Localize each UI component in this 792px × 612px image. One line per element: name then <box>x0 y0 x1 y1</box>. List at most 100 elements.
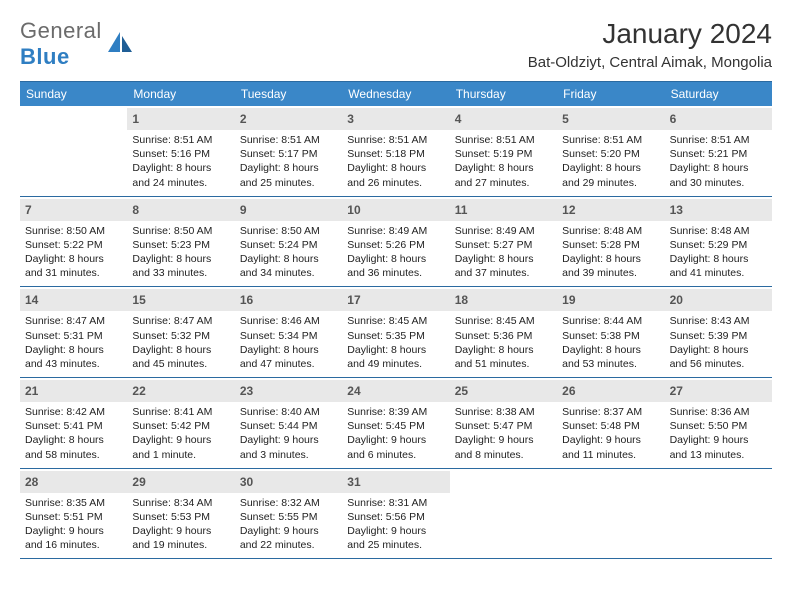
day-sunset: Sunset: 5:36 PM <box>455 329 552 343</box>
day-d2: and 43 minutes. <box>25 357 122 371</box>
week-row: 28Sunrise: 8:35 AMSunset: 5:51 PMDayligh… <box>20 469 772 560</box>
day-number: 11 <box>455 203 468 217</box>
weekday-header: Sunday <box>20 82 127 106</box>
day-cell: 7Sunrise: 8:50 AMSunset: 5:22 PMDaylight… <box>20 197 127 287</box>
day-sunset: Sunset: 5:35 PM <box>347 329 444 343</box>
day-number: 21 <box>25 384 38 398</box>
day-number-bar: 19 <box>557 289 664 311</box>
weekday-header: Tuesday <box>235 82 342 106</box>
day-d1: Daylight: 9 hours <box>240 433 337 447</box>
day-sunset: Sunset: 5:28 PM <box>562 238 659 252</box>
day-sunset: Sunset: 5:41 PM <box>25 419 122 433</box>
day-number: 9 <box>240 203 247 217</box>
day-cell: 18 Sunrise: 8:45 AMSunset: 5:36 PMDayligh… <box>450 287 557 377</box>
day-sunrise: Sunrise: 8:37 AM <box>562 405 659 419</box>
day-sunrise: Sunrise: 8:44 AM <box>562 314 659 328</box>
day-d2: and 37 minutes. <box>455 266 552 280</box>
day-d2: and 16 minutes. <box>25 538 122 552</box>
day-number-bar: 7 <box>20 199 127 221</box>
day-sunrise: Sunrise: 8:31 AM <box>347 496 444 510</box>
day-number-bar: 18 <box>450 289 557 311</box>
day-number-bar: 30 <box>235 471 342 493</box>
day-d1: Daylight: 8 hours <box>670 343 767 357</box>
day-d2: and 36 minutes. <box>347 266 444 280</box>
day-number-bar: 27 <box>665 380 772 402</box>
day-sunrise: Sunrise: 8:48 AM <box>670 224 767 238</box>
day-number: 30 <box>240 475 253 489</box>
day-number: 8 <box>132 203 139 217</box>
day-number-bar: 6 <box>665 108 772 130</box>
day-sunrise: Sunrise: 8:51 AM <box>132 133 229 147</box>
day-d1: Daylight: 8 hours <box>132 343 229 357</box>
day-number-bar: 20 <box>665 289 772 311</box>
day-d2: and 19 minutes. <box>132 538 229 552</box>
day-number: 19 <box>562 293 575 307</box>
day-sunrise: Sunrise: 8:48 AM <box>562 224 659 238</box>
weekday-header: Monday <box>127 82 234 106</box>
logo-sail-icon <box>106 30 134 58</box>
day-cell: 4Sunrise: 8:51 AMSunset: 5:19 PMDaylight… <box>450 106 557 196</box>
day-cell: 21Sunrise: 8:42 AMSunset: 5:41 PMDayligh… <box>20 378 127 468</box>
day-number-bar: 17 <box>342 289 449 311</box>
day-cell: 30Sunrise: 8:32 AMSunset: 5:55 PMDayligh… <box>235 469 342 559</box>
day-cell: 13Sunrise: 8:48 AMSunset: 5:29 PMDayligh… <box>665 197 772 287</box>
day-sunrise: Sunrise: 8:34 AM <box>132 496 229 510</box>
day-sunrise: Sunrise: 8:49 AM <box>455 224 552 238</box>
day-sunset: Sunset: 5:20 PM <box>562 147 659 161</box>
day-cell: 23 Sunrise: 8:40 AMSunset: 5:44 PMDayligh… <box>235 378 342 468</box>
day-number-bar: 10 <box>342 199 449 221</box>
day-d1: Daylight: 8 hours <box>240 252 337 266</box>
day-d1: Daylight: 8 hours <box>132 161 229 175</box>
day-cell: 24Sunrise: 8:39 AMSunset: 5:45 PMDayligh… <box>342 378 449 468</box>
day-number-bar: 23 <box>235 380 342 402</box>
day-number: 10 <box>347 203 360 217</box>
day-number-bar: 2 <box>235 108 342 130</box>
day-d1: Daylight: 8 hours <box>455 343 552 357</box>
day-sunset: Sunset: 5:21 PM <box>670 147 767 161</box>
day-d2: and 34 minutes. <box>240 266 337 280</box>
week-row: 21Sunrise: 8:42 AMSunset: 5:41 PMDayligh… <box>20 378 772 469</box>
day-cell <box>665 469 772 559</box>
day-sunrise: Sunrise: 8:51 AM <box>240 133 337 147</box>
day-number-bar: 4 <box>450 108 557 130</box>
day-number: 1 <box>132 112 139 126</box>
day-d1: Daylight: 8 hours <box>240 161 337 175</box>
day-sunrise: Sunrise: 8:38 AM <box>455 405 552 419</box>
day-d2: and 27 minutes. <box>455 176 552 190</box>
day-sunrise: Sunrise: 8:45 AM <box>455 314 552 328</box>
day-number: 13 <box>670 203 683 217</box>
day-cell: 20Sunrise: 8:43 AMSunset: 5:39 PMDayligh… <box>665 287 772 377</box>
day-sunset: Sunset: 5:44 PM <box>240 419 337 433</box>
day-sunrise: Sunrise: 8:40 AM <box>240 405 337 419</box>
day-sunset: Sunset: 5:50 PM <box>670 419 767 433</box>
day-d2: and 53 minutes. <box>562 357 659 371</box>
day-d1: Daylight: 9 hours <box>455 433 552 447</box>
day-cell: 2Sunrise: 8:51 AMSunset: 5:17 PMDaylight… <box>235 106 342 196</box>
day-d2: and 3 minutes. <box>240 448 337 462</box>
day-d1: Daylight: 8 hours <box>25 252 122 266</box>
day-number: 5 <box>562 112 569 126</box>
day-number: 4 <box>455 112 462 126</box>
day-sunset: Sunset: 5:19 PM <box>455 147 552 161</box>
day-d1: Daylight: 8 hours <box>562 161 659 175</box>
month-title: January 2024 <box>528 18 772 50</box>
day-sunset: Sunset: 5:26 PM <box>347 238 444 252</box>
weeks-container: 1Sunrise: 8:51 AMSunset: 5:16 PMDaylight… <box>20 106 772 559</box>
day-cell: 15Sunrise: 8:47 AMSunset: 5:32 PMDayligh… <box>127 287 234 377</box>
day-d2: and 26 minutes. <box>347 176 444 190</box>
day-d2: and 56 minutes. <box>670 357 767 371</box>
weekday-header-row: Sunday Monday Tuesday Wednesday Thursday… <box>20 81 772 106</box>
day-d2: and 30 minutes. <box>670 176 767 190</box>
day-number-bar: 31 <box>342 471 449 493</box>
day-number: 14 <box>25 293 38 307</box>
day-d2: and 39 minutes. <box>562 266 659 280</box>
logo-text-left: General <box>20 18 102 43</box>
day-d1: Daylight: 8 hours <box>670 252 767 266</box>
calendar: Sunday Monday Tuesday Wednesday Thursday… <box>20 81 772 559</box>
day-number-bar: 25 <box>450 380 557 402</box>
day-cell <box>450 469 557 559</box>
day-cell: 12Sunrise: 8:48 AMSunset: 5:28 PMDayligh… <box>557 197 664 287</box>
day-sunset: Sunset: 5:31 PM <box>25 329 122 343</box>
logo-text: General Blue <box>20 18 102 70</box>
location-subtitle: Bat-Oldziyt, Central Aimak, Mongolia <box>528 54 772 71</box>
